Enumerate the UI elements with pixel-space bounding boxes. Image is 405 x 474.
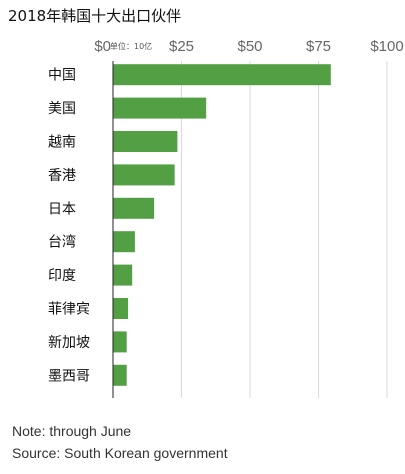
bar (113, 264, 133, 286)
bar (113, 197, 155, 219)
unit-label: 单位：10亿 (110, 41, 152, 51)
category-label: 香港 (48, 168, 76, 184)
bar (113, 164, 175, 186)
bars (113, 64, 331, 386)
category-label: 美国 (48, 101, 76, 117)
bar (113, 231, 135, 253)
gridlines (181, 61, 388, 398)
category-label: 台湾 (48, 234, 76, 251)
x-axis-ticks: $0 $25 $50 $75 $100 (94, 38, 403, 55)
x-tick-label: $75 (306, 38, 331, 55)
category-label: 日本 (48, 201, 76, 217)
bar (113, 298, 129, 319)
bar (113, 64, 331, 86)
x-tick-label: $0 (94, 38, 111, 55)
x-tick-label: $25 (169, 38, 194, 55)
category-label: 中国 (48, 68, 76, 84)
bar (113, 331, 127, 353)
category-label: 墨西哥 (48, 368, 90, 384)
bar (113, 364, 127, 386)
bar (113, 97, 207, 119)
category-label: 印度 (48, 268, 76, 284)
bar (113, 131, 178, 152)
chart-title: 2018年韩国十大出口伙伴 (8, 7, 182, 25)
category-label: 越南 (48, 135, 76, 151)
note-text: Note: through June (12, 423, 132, 439)
source-text: Source: South Korean government (12, 445, 228, 461)
x-tick-label: $100 (370, 38, 403, 55)
category-label: 新加坡 (48, 335, 90, 351)
category-label: 菲律宾 (48, 302, 90, 318)
x-tick-label: $50 (237, 38, 262, 55)
